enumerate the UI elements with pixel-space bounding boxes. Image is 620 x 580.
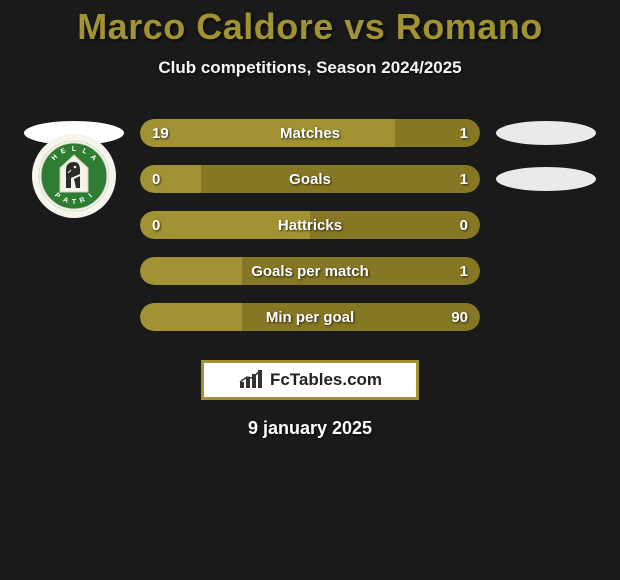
stat-label: Min per goal bbox=[266, 309, 354, 326]
page-title: Marco Caldore vs Romano bbox=[0, 0, 620, 48]
stat-bar: 0 Hattricks 0 bbox=[140, 211, 480, 239]
bar-fill-left bbox=[140, 165, 201, 193]
stat-label: Hattricks bbox=[278, 217, 342, 234]
stat-row-goals-per-match: Goals per match 1 bbox=[0, 248, 620, 294]
stat-right-value: 1 bbox=[460, 119, 468, 147]
right-avatar-slot bbox=[496, 121, 596, 145]
stat-bar: Min per goal 90 bbox=[140, 303, 480, 331]
subtitle: Club competitions, Season 2024/2025 bbox=[0, 58, 620, 78]
bar-fill-right bbox=[201, 165, 480, 193]
stat-left-value: 19 bbox=[152, 119, 169, 147]
stat-label: Goals bbox=[289, 171, 331, 188]
bar-fill-left bbox=[140, 257, 242, 285]
stat-label: Matches bbox=[280, 125, 340, 142]
brand-label: FcTables.com bbox=[270, 370, 382, 390]
stat-rows: 19 Matches 1 H E L L A P bbox=[0, 110, 620, 340]
bar-fill-left bbox=[140, 119, 395, 147]
footer-date: 9 january 2025 bbox=[0, 418, 620, 439]
stat-label: Goals per match bbox=[251, 263, 369, 280]
svg-text:T: T bbox=[72, 199, 77, 206]
avatar-placeholder-right bbox=[496, 121, 596, 145]
stat-right-value: 90 bbox=[451, 303, 468, 331]
stat-row-goals: H E L L A P A T R I bbox=[0, 156, 620, 202]
stat-left-value: 0 bbox=[152, 165, 160, 193]
svg-text:L: L bbox=[72, 146, 77, 153]
chart-icon bbox=[238, 370, 264, 390]
stat-bar: 19 Matches 1 bbox=[140, 119, 480, 147]
stat-right-value: 1 bbox=[460, 165, 468, 193]
bar-fill-left bbox=[140, 303, 242, 331]
stat-bar: 0 Goals 1 bbox=[140, 165, 480, 193]
badge-placeholder-right bbox=[496, 167, 596, 191]
left-badge-slot: H E L L A P A T R I bbox=[24, 140, 124, 218]
brand-box[interactable]: FcTables.com bbox=[201, 360, 419, 400]
right-badge-slot bbox=[496, 167, 596, 191]
stat-right-value: 0 bbox=[460, 211, 468, 239]
stat-right-value: 1 bbox=[460, 257, 468, 285]
stat-left-value: 0 bbox=[152, 211, 160, 239]
stat-bar: Goals per match 1 bbox=[140, 257, 480, 285]
stat-row-min-per-goal: Min per goal 90 bbox=[0, 294, 620, 340]
club-badge-left: H E L L A P A T R I bbox=[32, 134, 116, 218]
